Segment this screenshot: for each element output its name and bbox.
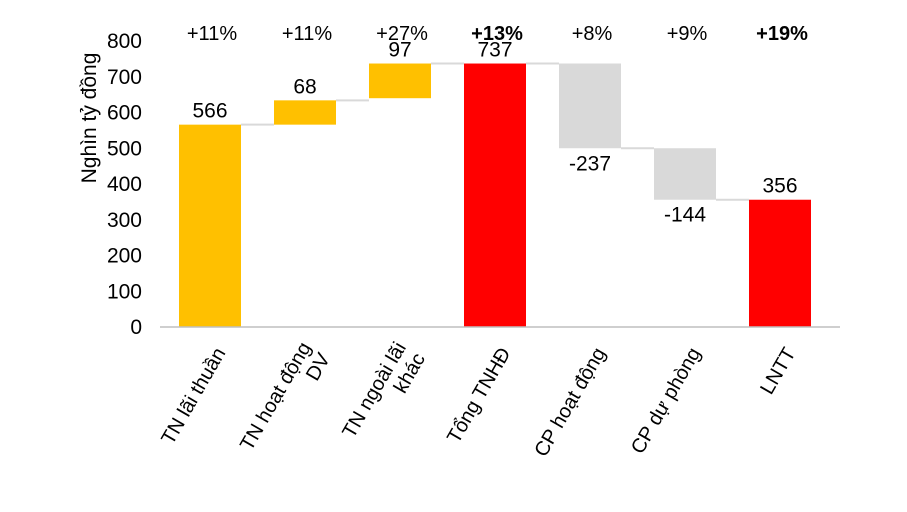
growth-label: +19% bbox=[756, 23, 808, 45]
value-label: -237 bbox=[569, 152, 611, 175]
growth-label: +27% bbox=[376, 23, 428, 45]
value-label: -144 bbox=[664, 204, 706, 227]
y-axis-title-group: Nghìn tỷ đồng bbox=[78, 53, 101, 184]
bar-7 bbox=[749, 199, 811, 327]
y-tick-label: 0 bbox=[130, 316, 142, 339]
category-label: CP dự phòng bbox=[627, 344, 705, 458]
bar-6 bbox=[654, 148, 716, 200]
category-label-line: TN hoạt động bbox=[236, 339, 316, 455]
y-tick-label: 300 bbox=[107, 209, 142, 232]
category-label: CP hoạt động bbox=[530, 344, 610, 461]
value-label: 356 bbox=[762, 175, 797, 198]
y-axis-title: Nghìn tỷ đồng bbox=[78, 53, 101, 184]
bar-5 bbox=[559, 63, 621, 149]
y-axis-ticks: 0 100 200 300 400 500 600 700 800 bbox=[107, 30, 142, 339]
bar-2 bbox=[274, 100, 336, 125]
value-label: 737 bbox=[477, 39, 512, 62]
bars bbox=[179, 63, 811, 328]
y-tick-label: 200 bbox=[107, 245, 142, 268]
y-tick-label: 700 bbox=[107, 66, 142, 89]
category-label: TN lãi thuần bbox=[157, 344, 230, 448]
value-label: 97 bbox=[388, 39, 411, 62]
connector-lines bbox=[241, 62, 749, 201]
category-label: Tổng TNHĐ bbox=[443, 344, 515, 447]
category-label: LNTT bbox=[756, 344, 800, 398]
category-label-line: LNTT bbox=[756, 344, 800, 398]
y-tick-label: 600 bbox=[107, 102, 142, 125]
category-label-line: Tổng TNHĐ bbox=[443, 344, 515, 447]
growth-label: +11% bbox=[187, 23, 237, 45]
y-tick-label: 800 bbox=[107, 30, 142, 53]
bar-4 bbox=[464, 63, 526, 328]
category-label-line: TN lãi thuần bbox=[157, 344, 230, 448]
category-label-line: CP dự phòng bbox=[627, 344, 705, 458]
y-tick-label: 500 bbox=[107, 137, 142, 160]
growth-label: +13% bbox=[471, 23, 523, 45]
value-labels: 566 68 97 737 -237 -144 356 bbox=[192, 39, 797, 227]
y-tick-label: 100 bbox=[107, 280, 142, 303]
y-tick-label: 400 bbox=[107, 173, 142, 196]
category-label-line: CP hoạt động bbox=[530, 344, 610, 461]
growth-labels: +11% +11% +27% +13% +8% +9% +19% bbox=[187, 23, 808, 45]
growth-label: +11% bbox=[282, 23, 332, 45]
bar-3 bbox=[369, 63, 431, 99]
growth-label: +8% bbox=[572, 23, 613, 45]
value-label: 566 bbox=[192, 100, 227, 123]
value-label: 68 bbox=[293, 75, 316, 98]
growth-label: +9% bbox=[667, 23, 708, 45]
bar-1 bbox=[179, 124, 241, 327]
